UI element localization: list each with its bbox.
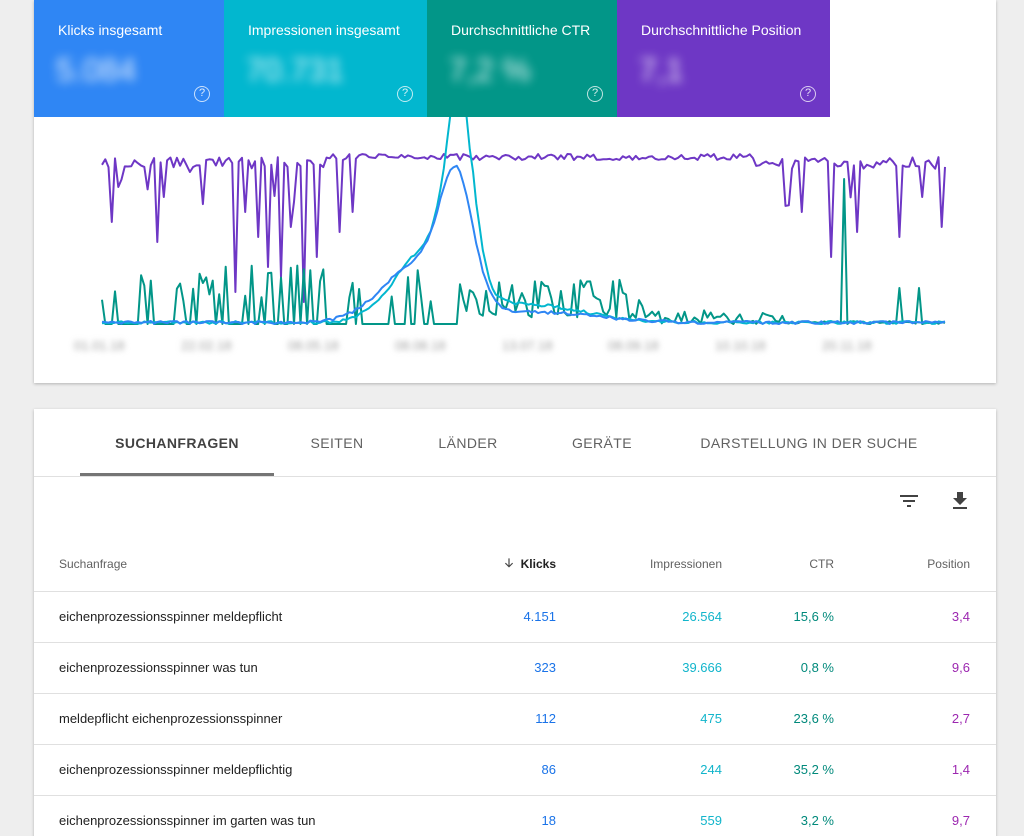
filter-icon[interactable] bbox=[897, 489, 921, 513]
ctr-cell: 35,2 % bbox=[793, 762, 834, 777]
impressions-cell: 475 bbox=[700, 711, 722, 726]
table-row[interactable]: eichenprozessionsspinner meldepflichtig … bbox=[34, 745, 996, 796]
metric-label: Klicks insgesamt bbox=[58, 22, 163, 38]
metric-label: Durchschnittliche Position bbox=[641, 22, 802, 38]
clicks-cell: 4.151 bbox=[523, 609, 556, 624]
impressions-cell: 244 bbox=[700, 762, 722, 777]
impressions-series-line bbox=[101, 117, 946, 325]
x-tick-label: 10.10.18 bbox=[715, 338, 766, 353]
tab-countries[interactable]: LÄNDER bbox=[438, 435, 498, 451]
help-icon[interactable]: ? bbox=[194, 86, 210, 102]
query-cell: eichenprozessionsspinner meldepflichtig bbox=[59, 762, 293, 777]
ctr-cell: 3,2 % bbox=[800, 813, 834, 828]
active-tab-indicator bbox=[80, 473, 274, 476]
table-row[interactable]: eichenprozessionsspinner im garten was t… bbox=[34, 796, 996, 836]
clicks-header-label: Klicks bbox=[520, 557, 556, 571]
table-row[interactable]: eichenprozessionsspinner meldepflicht 4.… bbox=[34, 592, 996, 643]
dimension-tabs: SUCHANFRAGEN SEITEN LÄNDER GERÄTE DARSTE… bbox=[34, 409, 996, 477]
table-row[interactable]: meldepflicht eichenprozessionsspinner 11… bbox=[34, 694, 996, 745]
ctr-cell: 15,6 % bbox=[793, 609, 834, 624]
position-cell: 1,4 bbox=[951, 762, 970, 777]
download-icon[interactable] bbox=[948, 489, 972, 513]
query-cell: eichenprozessionsspinner im garten was t… bbox=[59, 813, 316, 828]
position-cell: 2,7 bbox=[951, 711, 970, 726]
ctr-cell: 0,8 % bbox=[800, 660, 834, 675]
clicks-cell: 18 bbox=[541, 813, 556, 828]
clicks-cell: 323 bbox=[534, 660, 556, 675]
help-icon[interactable]: ? bbox=[587, 86, 603, 102]
x-tick-label: 08.09.18 bbox=[608, 338, 659, 353]
query-cell: meldepflicht eichenprozessionsspinner bbox=[59, 711, 283, 726]
tab-devices[interactable]: GERÄTE bbox=[572, 435, 632, 451]
impressions-cell: 26.564 bbox=[682, 609, 722, 624]
table-row[interactable]: eichenprozessionsspinner was tun 323 39.… bbox=[34, 643, 996, 694]
position-cell: 3,4 bbox=[951, 609, 970, 624]
table-header: Suchanfrage Klicks Impressionen CTR Posi… bbox=[34, 536, 996, 592]
ctr-cell: 23,6 % bbox=[793, 711, 834, 726]
report-table-card: SUCHANFRAGEN SEITEN LÄNDER GERÄTE DARSTE… bbox=[34, 409, 996, 836]
position-cell: 9,7 bbox=[951, 813, 970, 828]
clicks-series-line bbox=[101, 164, 946, 325]
metric-tile-ctr[interactable]: Durchschnittliche CTR 7,2 % ? bbox=[427, 0, 617, 117]
position-cell: 9,6 bbox=[951, 660, 970, 675]
metric-label: Durchschnittliche CTR bbox=[451, 22, 591, 38]
metric-tile-position[interactable]: Durchschnittliche Position 7,1 ? bbox=[617, 0, 830, 117]
x-tick-label: 01.01.18 bbox=[74, 338, 125, 353]
help-icon[interactable]: ? bbox=[397, 86, 413, 102]
column-header-impressions[interactable]: Impressionen bbox=[649, 557, 722, 571]
x-tick-label: 22.02.18 bbox=[181, 338, 232, 353]
column-header-ctr[interactable]: CTR bbox=[809, 557, 834, 571]
metric-label: Impressionen insgesamt bbox=[248, 22, 400, 38]
tab-queries[interactable]: SUCHANFRAGEN bbox=[115, 435, 239, 451]
position-series-line bbox=[101, 153, 946, 303]
x-tick-label: 08.08.18 bbox=[395, 338, 446, 353]
sort-arrow-down-icon bbox=[504, 558, 513, 568]
query-cell: eichenprozessionsspinner meldepflicht bbox=[59, 609, 283, 624]
chart-plot bbox=[101, 117, 946, 325]
tab-search-appearance[interactable]: DARSTELLUNG IN DER SUCHE bbox=[700, 435, 918, 451]
performance-overview-card: Klicks insgesamt 5.084 ? Impressionen in… bbox=[34, 0, 996, 383]
metric-tile-impressions[interactable]: Impressionen insgesamt 70.731 ? bbox=[224, 0, 427, 117]
metric-value: 5.084 bbox=[56, 52, 137, 88]
help-icon[interactable]: ? bbox=[800, 86, 816, 102]
clicks-cell: 86 bbox=[541, 762, 556, 777]
column-header-position[interactable]: Position bbox=[927, 557, 970, 571]
metric-value: 70.731 bbox=[246, 52, 344, 88]
metric-tile-clicks[interactable]: Klicks insgesamt 5.084 ? bbox=[34, 0, 224, 117]
tab-pages[interactable]: SEITEN bbox=[310, 435, 364, 451]
column-header-query[interactable]: Suchanfrage bbox=[59, 557, 128, 571]
metric-value: 7,2 % bbox=[449, 52, 531, 88]
x-tick-label: 20.11.18 bbox=[822, 338, 872, 353]
clicks-cell: 112 bbox=[535, 711, 556, 726]
impressions-cell: 559 bbox=[700, 813, 722, 828]
x-tick-label: 13.07.18 bbox=[502, 338, 553, 353]
query-cell: eichenprozessionsspinner was tun bbox=[59, 660, 258, 675]
performance-chart: 01.01.18 22.02.18 08.05.18 08.08.18 13.0… bbox=[34, 117, 996, 383]
metric-tiles: Klicks insgesamt 5.084 ? Impressionen in… bbox=[34, 0, 830, 117]
column-header-clicks[interactable]: Klicks bbox=[502, 536, 556, 592]
impressions-cell: 39.666 bbox=[682, 660, 722, 675]
metric-value: 7,1 bbox=[639, 52, 684, 88]
x-tick-label: 08.05.18 bbox=[288, 338, 339, 353]
